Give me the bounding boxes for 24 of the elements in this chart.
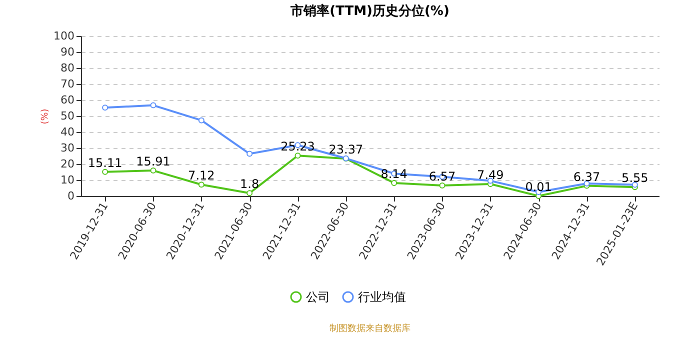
data-label: 6.37 [573,170,600,184]
data-label: 15.11 [88,156,122,170]
y-tick-label: 80 [60,62,74,74]
y-tick-label: 60 [60,94,74,106]
chart-title: 市销率(TTM)历史分位(%) [290,3,450,19]
legend-label: 公司 [306,290,330,304]
y-axis-title: (%) [40,108,51,124]
y-tick-label: 20 [60,158,74,170]
y-tick-label: 10 [60,174,74,186]
y-tick-label: 90 [60,46,74,58]
data-label: 23.37 [328,142,364,157]
y-tick-label: 100 [54,30,74,42]
data-label: 7.12 [188,168,215,183]
data-label: 5.55 [622,171,648,186]
y-tick-label: 0 [68,190,74,202]
y-tick-label: 40 [60,126,74,138]
data-label: 7.49 [477,168,504,182]
legend-label: 行业均值 [358,290,406,304]
y-tick-label: 70 [60,78,74,90]
y-tick-label: 50 [60,110,74,122]
text: 制图数据来自数据库 [330,323,410,334]
y-tick-label: 30 [60,142,74,154]
data-label: 15.91 [136,154,170,169]
data-label: 1.8 [240,177,260,192]
